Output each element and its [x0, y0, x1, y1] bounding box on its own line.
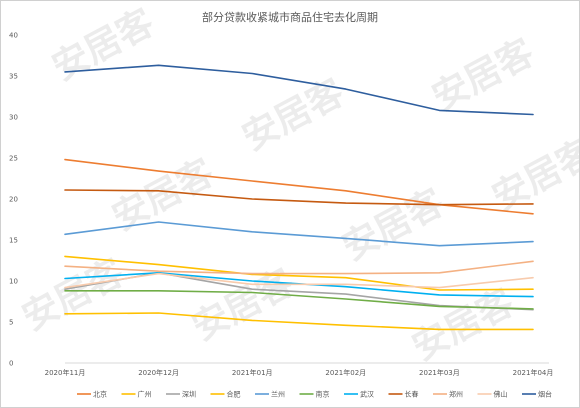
y-tick-label: 5: [9, 319, 13, 327]
series-line-5: [64, 289, 534, 310]
watermark-text: 安居客: [16, 252, 131, 339]
series-line-7: [64, 189, 534, 206]
legend-label: 深圳: [182, 390, 196, 399]
series-lines: [64, 64, 534, 331]
watermark-text: 安居客: [426, 32, 541, 119]
x-tick-label: 2021年04月: [513, 368, 554, 377]
series-line-9: [64, 272, 534, 289]
legend-label: 合肥: [227, 390, 241, 399]
x-tick-label: 2021年02月: [325, 368, 366, 377]
y-tick-label: 30: [9, 114, 18, 122]
watermark-text: 安居客: [486, 132, 579, 219]
legend-label: 长春: [405, 390, 419, 399]
y-tick-label: 25: [9, 155, 18, 163]
legend-label: 北京: [93, 390, 107, 399]
legend-label: 兰州: [271, 390, 285, 399]
series-line-10: [64, 64, 534, 116]
series-line-4: [64, 221, 534, 247]
series-line-8: [64, 260, 534, 275]
y-tick-label: 35: [9, 73, 18, 81]
legend-label: 佛山: [494, 390, 508, 399]
x-tick-label: 2021年03月: [419, 368, 460, 377]
legend-label: 广州: [138, 390, 152, 399]
x-axis-ticks: 2020年11月 2020年12月 2021年01月 2021年02月 2021年03月…: [45, 368, 554, 377]
series-line-1: [64, 255, 534, 291]
y-tick-label: 40: [9, 32, 18, 40]
watermark-text: 安居客: [336, 182, 451, 269]
x-tick-label: 2020年11月: [45, 368, 86, 377]
legend-label: 郑州: [449, 391, 463, 399]
series-line-3: [64, 312, 534, 331]
watermark-text: 安居客: [46, 2, 161, 89]
x-tick-label: 2020年12月: [138, 368, 179, 377]
series-line-0: [64, 158, 534, 215]
y-tick-label: 20: [9, 196, 18, 204]
y-tick-label: 0: [9, 360, 13, 368]
y-axis-ticks: 0 5 10 15 20 25 30 35 40: [9, 32, 18, 368]
legend-label: 武汉: [360, 390, 374, 399]
legend-label: 南京: [316, 390, 330, 399]
watermark-text: 安居客: [236, 72, 351, 159]
legend-label: 烟台: [538, 390, 552, 399]
legend: 北京 广州 深圳 合肥 兰州 南京 武汉 长春 郑州 佛山 烟台: [77, 390, 552, 399]
chart-title: 部分贷款收紧城市商品住宅去化周期: [202, 10, 378, 24]
y-tick-label: 15: [9, 237, 18, 245]
x-tick-label: 2021年01月: [232, 368, 273, 377]
y-tick-label: 10: [9, 278, 18, 286]
